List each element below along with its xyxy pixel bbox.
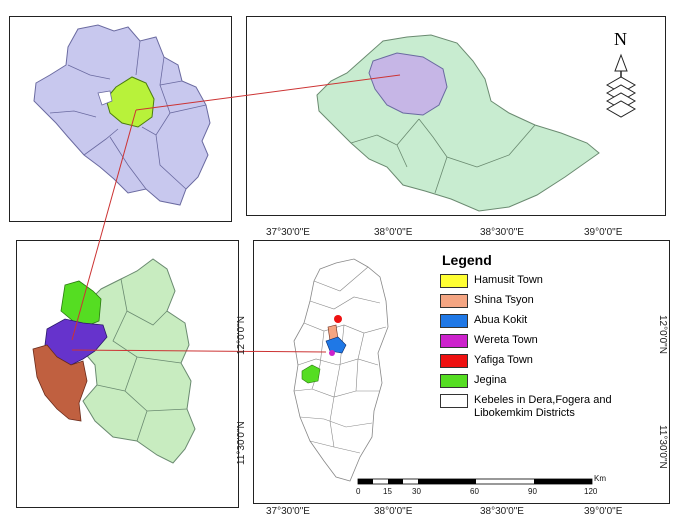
ethiopia-map-panel: N bbox=[246, 16, 666, 216]
north-arrow: N bbox=[603, 29, 639, 121]
jegina-green bbox=[60, 280, 102, 326]
scale-unit: Km bbox=[594, 474, 606, 483]
legend-swatch bbox=[440, 354, 468, 368]
legend-item: Kebeles in Dera,Fogera and Libokemkim Di… bbox=[440, 394, 660, 428]
wereta-magenta bbox=[329, 350, 335, 356]
amhara-region-map-panel bbox=[9, 16, 232, 222]
legend-item: Hamusit Town bbox=[440, 274, 660, 294]
scale-bar-graphic bbox=[357, 478, 593, 485]
bottom-lon-3: 38°30'0"E bbox=[480, 506, 524, 517]
legend-items: Hamusit Town Shina Tsyon Abua Kokit Wereta … bbox=[440, 274, 660, 428]
dera-brown bbox=[32, 344, 88, 422]
scale-label-90: 90 bbox=[528, 487, 537, 496]
legend: Legend Hamusit Town Shina Tsyon Abua Kokit… bbox=[440, 252, 660, 428]
north-arrow-icon bbox=[605, 53, 637, 118]
legend-swatch bbox=[440, 294, 468, 308]
scale-label-60: 60 bbox=[470, 487, 479, 496]
legend-item: Jegina bbox=[440, 374, 660, 394]
scale-label-0: 0 bbox=[356, 487, 361, 496]
legend-label: Wereta Town bbox=[474, 334, 538, 346]
top-lon-4: 39°0'0"E bbox=[584, 227, 623, 238]
district-boundaries bbox=[96, 278, 188, 442]
legend-title: Legend bbox=[442, 252, 492, 268]
lake-tana-outline bbox=[97, 90, 113, 106]
legend-swatch bbox=[440, 374, 468, 388]
bottom-lon-2: 38°0'0"E bbox=[374, 506, 413, 517]
legend-item: Abua Kokit bbox=[440, 314, 660, 334]
amhara-region-map bbox=[33, 24, 211, 206]
yafiga-red bbox=[334, 315, 342, 323]
left-lat-1: 12°0'0"N bbox=[236, 316, 247, 355]
top-lon-3: 38°30'0"E bbox=[480, 227, 524, 238]
north-label: N bbox=[614, 29, 627, 49]
district-map-panel bbox=[16, 240, 239, 508]
legend-item: Yafiga Town bbox=[440, 354, 660, 374]
legend-label: Hamusit Town bbox=[474, 274, 543, 286]
legend-swatch bbox=[440, 394, 468, 408]
right-lat-2: 11°30'0"N bbox=[657, 425, 668, 469]
top-lon-2: 38°0'0"E bbox=[374, 227, 413, 238]
fogera-libokemkim-shape bbox=[80, 258, 196, 464]
legend-swatch bbox=[440, 274, 468, 288]
kebele-map bbox=[293, 258, 389, 482]
legend-label: Yafiga Town bbox=[474, 354, 533, 366]
scale-bar: 0 15 30 60 90 120 Km bbox=[356, 474, 606, 498]
legend-swatch bbox=[440, 314, 468, 328]
ethiopia-shape bbox=[316, 34, 600, 212]
legend-item: Wereta Town bbox=[440, 334, 660, 354]
district-map bbox=[32, 258, 196, 464]
top-lon-1: 37°30'0"E bbox=[266, 227, 310, 238]
ethiopia-region-boundaries bbox=[350, 118, 536, 194]
scale-label-120: 120 bbox=[584, 487, 598, 496]
left-lat-2: 11°30'0"N bbox=[236, 421, 247, 465]
kebele-internal-boundaries bbox=[293, 266, 387, 454]
legend-label: Abua Kokit bbox=[474, 314, 528, 326]
scale-label-30: 30 bbox=[412, 487, 421, 496]
legend-item: Shina Tsyon bbox=[440, 294, 660, 314]
legend-label: Jegina bbox=[474, 374, 507, 386]
scale-label-15: 15 bbox=[383, 487, 392, 496]
legend-label: Kebeles in Dera,Fogera and Libokemkim Di… bbox=[474, 394, 612, 419]
kebele-outline bbox=[293, 258, 389, 482]
abua-kokit-blue bbox=[325, 336, 347, 354]
legend-label: Shina Tsyon bbox=[474, 294, 534, 306]
jegina-green-detail bbox=[301, 364, 321, 384]
legend-swatch bbox=[440, 334, 468, 348]
bottom-lon-1: 37°30'0"E bbox=[266, 506, 310, 517]
bottom-lon-4: 39°0'0"E bbox=[584, 506, 623, 517]
